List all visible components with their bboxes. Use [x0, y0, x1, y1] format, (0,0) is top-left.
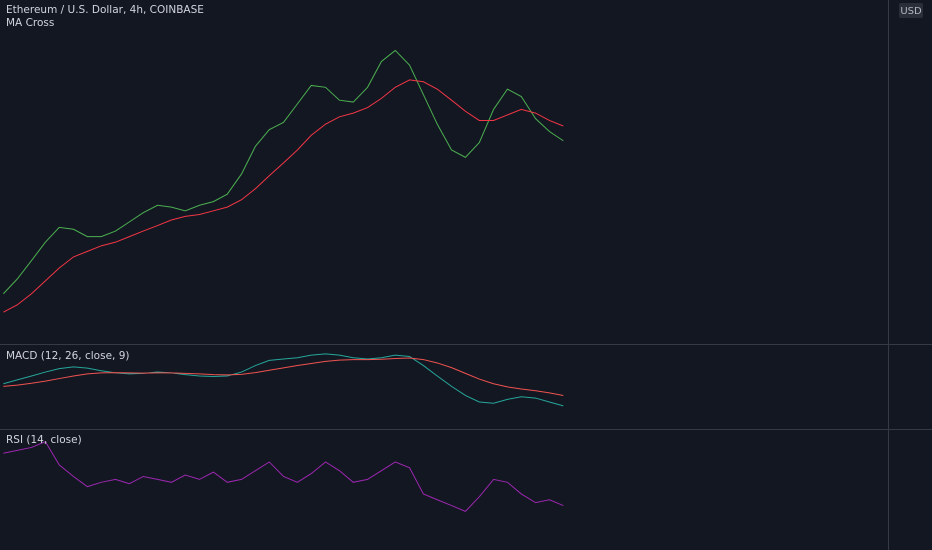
rsi-title: RSI (14, close)	[6, 434, 82, 446]
chart-title: Ethereum / U.S. Dollar, 4h, COINBASE	[6, 4, 204, 16]
indicator-label: MA Cross	[6, 17, 54, 29]
moving-average	[3, 79, 564, 313]
currency-badge[interactable]	[899, 3, 923, 18]
marks-layer	[2, 49, 564, 512]
macd-title: MACD (12, 26, close, 9)	[6, 350, 129, 362]
macd-line	[3, 353, 564, 407]
rsi-line	[3, 440, 564, 512]
macd-line	[3, 357, 564, 396]
moving-average	[2, 49, 564, 295]
currency-label: USD	[900, 6, 922, 17]
